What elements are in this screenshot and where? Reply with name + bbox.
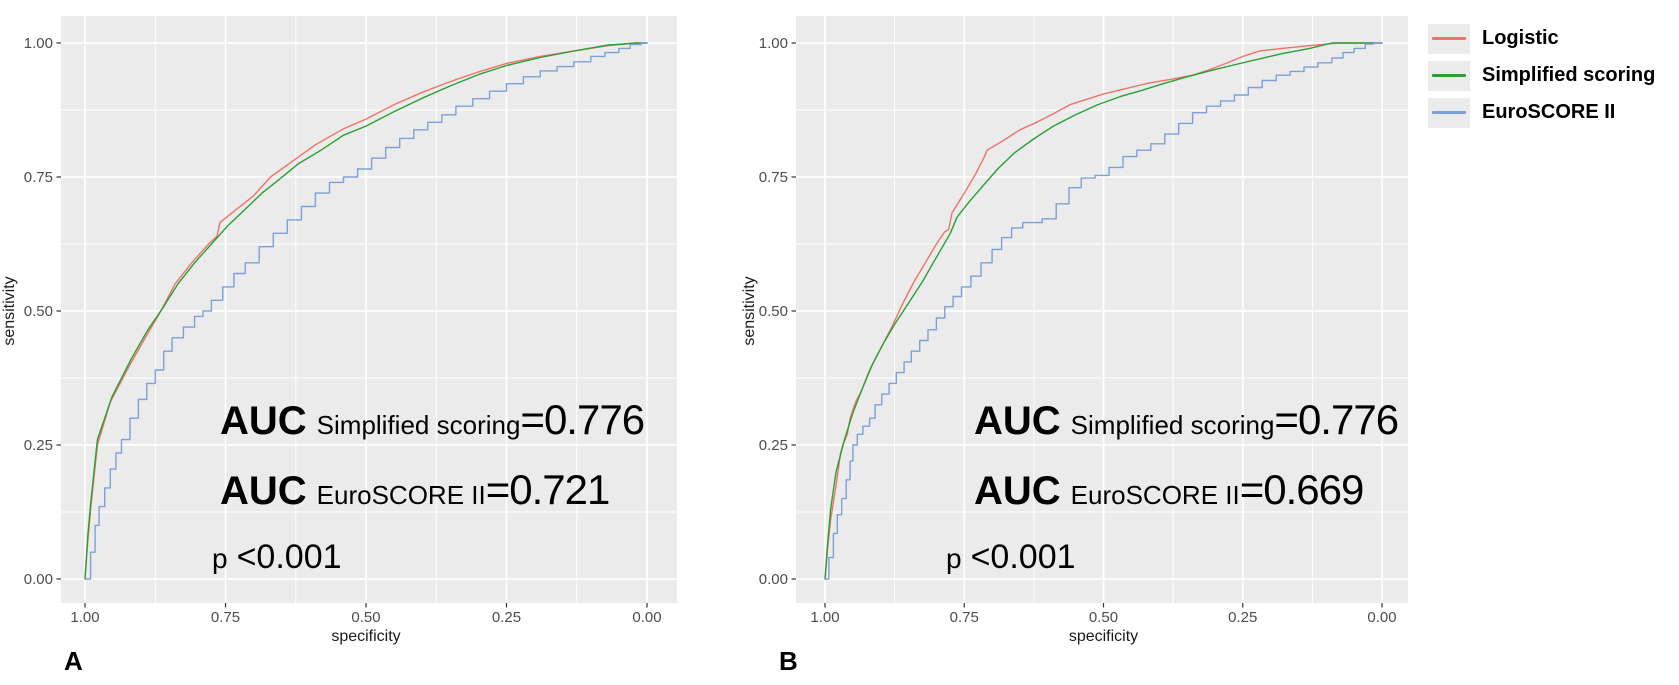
panel-b-roc-chart: 1.00 0.75 0.50 0.25 0.000.000.250.500.751.00… [741,16,1408,645]
legend-label: Simplified scoring [1482,64,1656,86]
roc-curve-logistic [824,42,1383,580]
axis-ticks: 1.00 0.75 0.50 0.25 0.00 0.00 0.25 0.50 0.75 1.00 [759,35,1397,626]
legend-item-simplified-scoring: Simplified scoring [1428,57,1655,94]
y-axis-title: sensitivity [741,276,758,345]
p-prefix: p [946,543,962,574]
x-tick-label: 0.25 [492,609,521,626]
auc-value: =0.669 [1239,466,1365,513]
panel-a-roc-chart: 1.00 0.75 0.50 0.25 0.000.000.250.500.751.00… [1,16,677,645]
y-tick-label: 0.75 [759,169,788,186]
auc-subscript: Simplified scoring [1070,410,1275,440]
legend-item-euroscore-ii: EuroSCORE II [1428,94,1655,131]
y-tick-label: 0.00 [24,571,53,588]
legend-item-logistic: Logistic [1428,20,1655,57]
y-tick-label: 0.75 [24,169,53,186]
y-tick-label: 1.00 [759,35,788,52]
panel-b-p-value-annotation: p <0.001 [946,538,1076,577]
roc-curve-simplified-scoring [84,42,648,580]
roc-curve-euroscore-ii [824,42,1383,580]
auc-subscript: EuroSCORE II [1070,480,1240,510]
x-axis-title: specificity [331,628,400,645]
panel-letter-a: A [64,646,83,676]
p-prefix: p [212,543,228,574]
auc-prefix: AUC [220,469,307,513]
axis-ticks: 1.00 0.75 0.50 0.25 0.00 0.00 0.25 0.50 0.75 1.00 [24,35,662,626]
y-tick-label: 0.00 [759,571,788,588]
p-value: <0.001 [236,538,342,576]
roc-curve-euroscore-ii [84,42,648,580]
panel-a-auc-annotation-euroscore: AUC EuroSCORE II=0.721 [220,466,611,514]
auc-value: =0.776 [520,396,645,443]
roc-curve-logistic [84,42,648,580]
y-tick-label: 0.25 [24,437,53,454]
auc-prefix: AUC [220,399,307,443]
x-tick-label: 0.50 [1089,609,1118,626]
panel-b-auc-annotation-simplified: AUC Simplified scoring=0.776 [974,396,1399,444]
legend: Logistic Simplified scoring EuroSCORE II [1428,20,1655,131]
simplified-scoring-line-icon [1432,74,1466,77]
legend-key-box [1428,60,1470,91]
panel-b-auc-annotation-euroscore: AUC EuroSCORE II=0.669 [974,466,1365,514]
x-tick-label: 0.50 [351,609,380,626]
legend-label: Logistic [1482,27,1559,49]
auc-value: =0.776 [1274,396,1399,443]
x-tick-label: 0.00 [632,609,661,626]
x-tick-label: 0.75 [950,609,979,626]
x-tick-label: 0.00 [1367,609,1396,626]
gridlines [61,16,677,603]
x-axis-title: specificity [1069,628,1138,645]
legend-key-box [1428,97,1470,128]
y-axis-title: sensitivity [1,276,18,345]
y-tick-label: 1.00 [24,35,53,52]
auc-prefix: AUC [974,469,1061,513]
x-tick-label: 1.00 [810,609,839,626]
y-tick-label: 0.50 [24,303,53,320]
panel-a-auc-annotation-simplified: AUC Simplified scoring=0.776 [220,396,645,444]
x-tick-label: 0.75 [211,609,240,626]
auc-value: =0.721 [485,466,611,513]
plot-background [61,16,677,603]
panel-letter-b: B [779,646,798,676]
p-value: <0.001 [970,538,1076,576]
panel-a-p-value-annotation: p <0.001 [212,538,342,577]
gridlines [796,16,1408,603]
auc-subscript: EuroSCORE II [316,480,486,510]
legend-key-box [1428,23,1470,54]
y-tick-label: 0.50 [759,303,788,320]
x-tick-label: 0.25 [1228,609,1257,626]
euroscore-ii-line-icon [1432,111,1466,114]
plot-background [796,16,1408,603]
y-tick-label: 0.25 [759,437,788,454]
auc-subscript: Simplified scoring [316,410,521,440]
x-tick-label: 1.00 [70,609,99,626]
auc-prefix: AUC [974,399,1061,443]
roc-curve-simplified-scoring [824,42,1383,580]
legend-label: EuroSCORE II [1482,101,1616,123]
logistic-line-icon [1432,37,1466,40]
